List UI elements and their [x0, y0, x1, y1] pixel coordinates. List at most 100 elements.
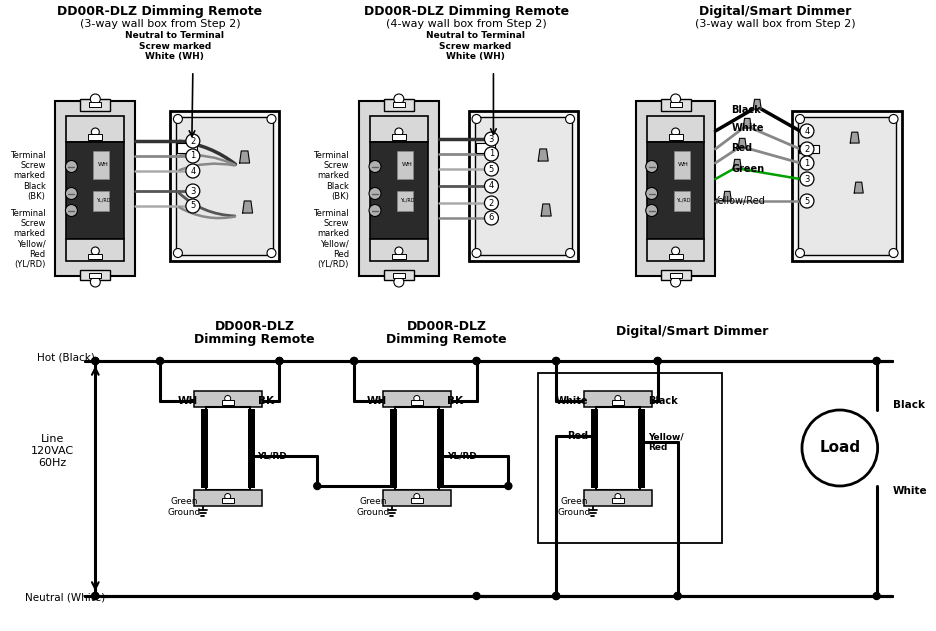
Circle shape	[225, 396, 230, 401]
Bar	[674, 191, 690, 211]
Text: Black: Black	[648, 396, 678, 406]
Bar	[194, 490, 261, 505]
Text: 6: 6	[489, 213, 494, 223]
Bar	[66, 116, 124, 142]
Bar	[88, 254, 102, 259]
Bar	[792, 111, 901, 261]
Text: 4: 4	[804, 126, 810, 136]
Circle shape	[173, 114, 183, 124]
Bar	[370, 239, 428, 261]
Circle shape	[552, 593, 560, 599]
Bar	[390, 408, 397, 488]
Text: WH: WH	[678, 162, 689, 167]
Circle shape	[186, 199, 199, 213]
Circle shape	[615, 493, 621, 500]
Bar	[66, 239, 124, 261]
Circle shape	[66, 204, 78, 216]
Circle shape	[472, 249, 481, 257]
Text: Red: Red	[567, 431, 588, 441]
Text: Black: Black	[893, 400, 925, 410]
Circle shape	[873, 358, 880, 365]
Text: Green
Ground: Green Ground	[357, 497, 389, 517]
Text: 1: 1	[804, 158, 810, 167]
Bar	[395, 406, 439, 490]
Bar	[383, 490, 450, 505]
Bar	[66, 142, 124, 239]
Text: (3-way wall box from Step 2): (3-way wall box from Step 2)	[695, 19, 856, 29]
Circle shape	[552, 358, 560, 365]
Text: Terminal
Screw
marked
Yellow/
Red
(YL/RD): Terminal Screw marked Yellow/ Red (YL/RD…	[10, 208, 46, 269]
Text: DD00R-DLZ Dimming Remote: DD00R-DLZ Dimming Remote	[57, 4, 263, 18]
Bar	[437, 408, 444, 488]
Text: Neutral (White): Neutral (White)	[25, 593, 106, 603]
Circle shape	[186, 184, 199, 198]
Polygon shape	[739, 138, 746, 148]
Circle shape	[802, 410, 878, 486]
Circle shape	[394, 277, 403, 287]
Circle shape	[92, 358, 99, 365]
Circle shape	[472, 114, 481, 124]
Bar	[661, 99, 691, 111]
Bar	[359, 101, 439, 276]
Circle shape	[654, 358, 661, 365]
Text: 5: 5	[190, 201, 196, 211]
Circle shape	[92, 358, 99, 365]
Circle shape	[873, 358, 880, 365]
Bar	[411, 399, 423, 404]
Bar	[393, 273, 405, 278]
Bar	[668, 254, 682, 259]
Bar	[475, 117, 572, 255]
Circle shape	[654, 358, 661, 365]
Circle shape	[800, 124, 814, 138]
Text: 3: 3	[804, 175, 810, 184]
Text: (4-way wall box from Step 2): (4-way wall box from Step 2)	[387, 19, 547, 29]
Circle shape	[186, 149, 199, 163]
Circle shape	[889, 249, 898, 257]
Text: Dimming Remote: Dimming Remote	[195, 333, 314, 346]
Bar	[222, 399, 234, 404]
Polygon shape	[743, 119, 752, 128]
Circle shape	[672, 247, 680, 255]
Bar	[799, 145, 819, 153]
Circle shape	[473, 593, 480, 599]
Text: BK: BK	[446, 396, 462, 406]
Text: WH: WH	[98, 162, 109, 167]
Bar	[94, 191, 110, 211]
Circle shape	[395, 247, 402, 255]
Text: YL/RD: YL/RD	[677, 198, 691, 203]
Text: 2: 2	[489, 199, 494, 208]
Text: 5: 5	[804, 196, 810, 206]
Text: Yellow/
Red: Yellow/ Red	[648, 432, 683, 452]
Text: Green
Ground: Green Ground	[168, 497, 200, 517]
Circle shape	[369, 160, 381, 172]
Circle shape	[394, 94, 403, 104]
Bar	[661, 270, 691, 280]
Bar	[55, 101, 135, 276]
Text: White: White	[555, 396, 588, 406]
Text: 3: 3	[190, 187, 196, 196]
Text: 3: 3	[489, 134, 494, 143]
Bar	[88, 134, 102, 140]
Text: Terminal
Screw
marked
Black
(BK): Terminal Screw marked Black (BK)	[10, 151, 46, 201]
Text: Neutral to Terminal
Screw marked
White (WH): Neutral to Terminal Screw marked White (…	[125, 31, 225, 61]
Bar	[384, 270, 414, 280]
Circle shape	[92, 593, 99, 599]
Circle shape	[314, 483, 321, 490]
Circle shape	[92, 593, 99, 599]
Polygon shape	[538, 149, 548, 161]
Circle shape	[473, 358, 480, 365]
Bar	[222, 497, 234, 502]
Circle shape	[565, 249, 575, 257]
Circle shape	[186, 164, 199, 178]
Circle shape	[796, 114, 804, 124]
Circle shape	[485, 211, 498, 225]
Text: YL/RD: YL/RD	[400, 198, 414, 203]
Text: 5: 5	[489, 165, 494, 174]
Circle shape	[873, 593, 880, 599]
Circle shape	[173, 249, 183, 257]
Circle shape	[615, 396, 621, 401]
Circle shape	[505, 483, 512, 490]
Text: Load: Load	[819, 440, 860, 456]
Polygon shape	[753, 100, 761, 109]
Circle shape	[485, 132, 498, 146]
